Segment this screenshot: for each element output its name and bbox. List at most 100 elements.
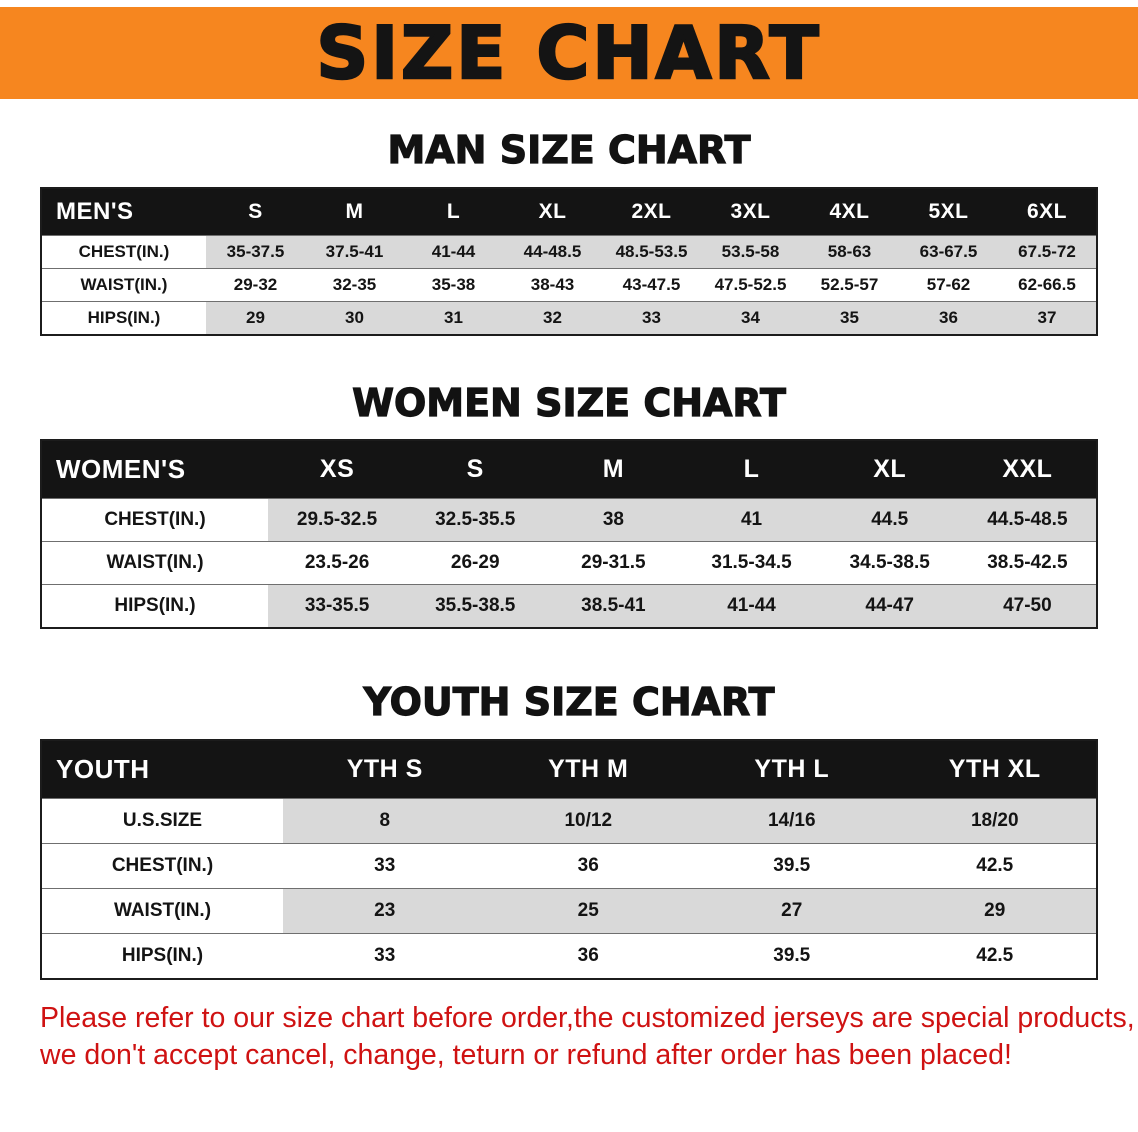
men-size-chart-heading: MAN SIZE CHART xyxy=(387,128,751,173)
table-title-cell: YOUTH xyxy=(41,740,283,799)
size-value-cell: 31.5-34.5 xyxy=(682,541,821,585)
table-row: CHEST(IN.) 35-37.5 37.5-41 41-44 44-48.5 48.5… xyxy=(41,235,1097,269)
size-value-cell: 30 xyxy=(305,301,404,335)
size-value-cell: 27 xyxy=(690,888,894,934)
size-column-header: S xyxy=(406,440,545,499)
size-value-cell: 35 xyxy=(800,301,899,335)
table-row: HIPS(IN.) 33 36 39.5 42.5 xyxy=(41,933,1097,980)
table-header-row: MEN'S S M L XL 2XL 3XL 4XL 5XL 6XL xyxy=(41,187,1097,236)
size-value-cell: 42.5 xyxy=(893,843,1097,889)
row-label: WAIST(IN.) xyxy=(41,541,268,585)
size-value-cell: 25 xyxy=(486,888,690,934)
size-value-cell: 33 xyxy=(283,933,487,980)
size-value-cell: 33 xyxy=(602,301,701,335)
table-row: WAIST(IN.) 29-32 32-35 35-38 38-43 43-47.5 47.… xyxy=(41,268,1097,302)
table-row: HIPS(IN.) 29 30 31 32 33 34 35 36 37 xyxy=(41,301,1097,335)
row-label: CHEST(IN.) xyxy=(41,235,206,269)
size-value-cell: 14/16 xyxy=(690,798,894,844)
footer-disclaimer: Please refer to our size chart before or… xyxy=(40,1000,1138,1074)
size-value-cell: 44-47 xyxy=(820,584,959,629)
size-value-cell: 43-47.5 xyxy=(602,268,701,302)
size-column-header: XL xyxy=(820,440,959,499)
size-value-cell: 35-37.5 xyxy=(206,235,305,269)
table-row: U.S.SIZE 8 10/12 14/16 18/20 xyxy=(41,798,1097,844)
size-value-cell: 57-62 xyxy=(899,268,998,302)
table-row: CHEST(IN.) 33 36 39.5 42.5 xyxy=(41,843,1097,889)
size-column-header: L xyxy=(404,187,503,236)
size-column-header: 4XL xyxy=(800,187,899,236)
size-value-cell: 44.5 xyxy=(820,498,959,542)
table-header-row: WOMEN'S XS S M L XL XXL xyxy=(41,440,1097,499)
banner: SIZE CHART xyxy=(0,7,1138,99)
size-column-header: M xyxy=(305,187,404,236)
size-value-cell: 29 xyxy=(893,888,1097,934)
size-value-cell: 26-29 xyxy=(406,541,545,585)
row-label: HIPS(IN.) xyxy=(41,584,268,629)
size-value-cell: 38.5-42.5 xyxy=(958,541,1097,585)
table-row: HIPS(IN.) 33-35.5 35.5-38.5 38.5-41 41-44 44-… xyxy=(41,584,1097,629)
size-value-cell: 47.5-52.5 xyxy=(701,268,800,302)
size-value-cell: 35-38 xyxy=(404,268,503,302)
size-value-cell: 8 xyxy=(283,798,487,844)
size-column-header: YTH S xyxy=(283,740,487,799)
size-value-cell: 18/20 xyxy=(893,798,1097,844)
size-value-cell: 29-32 xyxy=(206,268,305,302)
table-row: WAIST(IN.) 23 25 27 29 xyxy=(41,888,1097,934)
row-label: CHEST(IN.) xyxy=(41,498,268,542)
size-column-header: S xyxy=(206,187,305,236)
size-value-cell: 23.5-26 xyxy=(268,541,407,585)
size-value-cell: 63-67.5 xyxy=(899,235,998,269)
size-value-cell: 67.5-72 xyxy=(998,235,1097,269)
size-value-cell: 39.5 xyxy=(690,843,894,889)
women-size-chart-heading: WOMEN SIZE CHART xyxy=(351,380,786,425)
men-size-table: MEN'S S M L XL 2XL 3XL 4XL 5XL 6XL CHEST(IN.) 35-37… xyxy=(40,186,1098,336)
size-value-cell: 36 xyxy=(486,933,690,980)
size-value-cell: 41 xyxy=(682,498,821,542)
size-chart-title: SIZE CHART xyxy=(315,11,822,95)
row-label: WAIST(IN.) xyxy=(41,888,283,934)
size-value-cell: 29-31.5 xyxy=(544,541,683,585)
size-value-cell: 39.5 xyxy=(690,933,894,980)
youth-size-table: YOUTH YTH S YTH M YTH L YTH XL U.S.SIZE 8 10/12… xyxy=(40,739,1098,981)
size-value-cell: 29 xyxy=(206,301,305,335)
table-row: WAIST(IN.) 23.5-26 26-29 29-31.5 31.5-34.5 34… xyxy=(41,541,1097,585)
size-value-cell: 53.5-58 xyxy=(701,235,800,269)
size-value-cell: 32.5-35.5 xyxy=(406,498,545,542)
size-value-cell: 33-35.5 xyxy=(268,584,407,629)
row-label: U.S.SIZE xyxy=(41,798,283,844)
size-value-cell: 36 xyxy=(486,843,690,889)
size-value-cell: 44-48.5 xyxy=(503,235,602,269)
table-title-cell: MEN'S xyxy=(41,187,206,236)
size-column-header: M xyxy=(544,440,683,499)
table-title-cell: WOMEN'S xyxy=(41,440,268,499)
size-value-cell: 34.5-38.5 xyxy=(820,541,959,585)
row-label: CHEST(IN.) xyxy=(41,843,283,889)
size-value-cell: 10/12 xyxy=(486,798,690,844)
size-value-cell: 47-50 xyxy=(958,584,1097,629)
size-value-cell: 62-66.5 xyxy=(998,268,1097,302)
size-value-cell: 41-44 xyxy=(682,584,821,629)
size-value-cell: 42.5 xyxy=(893,933,1097,980)
size-column-header: XXL xyxy=(958,440,1097,499)
size-value-cell: 58-63 xyxy=(800,235,899,269)
size-value-cell: 52.5-57 xyxy=(800,268,899,302)
row-label: WAIST(IN.) xyxy=(41,268,206,302)
size-value-cell: 38.5-41 xyxy=(544,584,683,629)
size-column-header: 2XL xyxy=(602,187,701,236)
table-row: CHEST(IN.) 29.5-32.5 32.5-35.5 38 41 44.5 44.5… xyxy=(41,498,1097,542)
size-value-cell: 23 xyxy=(283,888,487,934)
size-column-header: 6XL xyxy=(998,187,1097,236)
size-column-header: XS xyxy=(268,440,407,499)
size-column-header: YTH L xyxy=(690,740,894,799)
women-size-table: WOMEN'S XS S M L XL XXL CHEST(IN.) 29.5-32.5 32.5… xyxy=(40,439,1098,630)
row-label: HIPS(IN.) xyxy=(41,933,283,980)
size-value-cell: 29.5-32.5 xyxy=(268,498,407,542)
size-value-cell: 33 xyxy=(283,843,487,889)
size-column-header: XL xyxy=(503,187,602,236)
size-value-cell: 38-43 xyxy=(503,268,602,302)
size-column-header: YTH XL xyxy=(893,740,1097,799)
size-value-cell: 48.5-53.5 xyxy=(602,235,701,269)
footer-disclaimer-line1: Please refer to our size chart before or… xyxy=(40,1002,1135,1035)
size-value-cell: 32-35 xyxy=(305,268,404,302)
